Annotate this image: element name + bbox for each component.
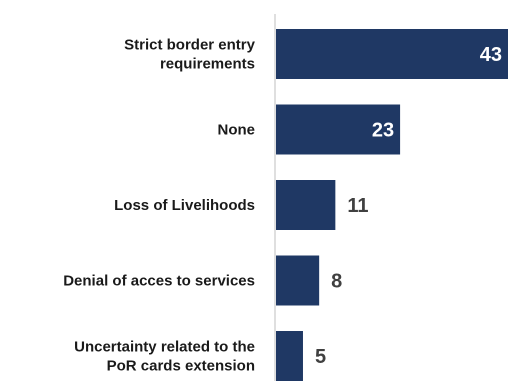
bar	[276, 104, 401, 155]
bar	[276, 180, 336, 230]
data-label: 8	[331, 271, 342, 293]
bar	[276, 331, 303, 381]
category-label: Denial of acces to services	[63, 273, 255, 290]
category-label: None	[218, 122, 256, 139]
data-label: 43	[480, 44, 502, 66]
bars-layer: Strict border entry requirements 43 None 23 L…	[63, 29, 508, 381]
category-label: Strict border entry requirements	[124, 37, 256, 73]
bar	[276, 255, 320, 306]
data-label: 5	[315, 346, 326, 368]
data-label: 11	[347, 195, 368, 217]
category-label: Loss of Livelihoods	[114, 197, 255, 214]
category-label: Uncertainty related to the PoR cards exte…	[74, 339, 255, 375]
bar	[276, 29, 508, 79]
data-label: 23	[372, 120, 394, 142]
